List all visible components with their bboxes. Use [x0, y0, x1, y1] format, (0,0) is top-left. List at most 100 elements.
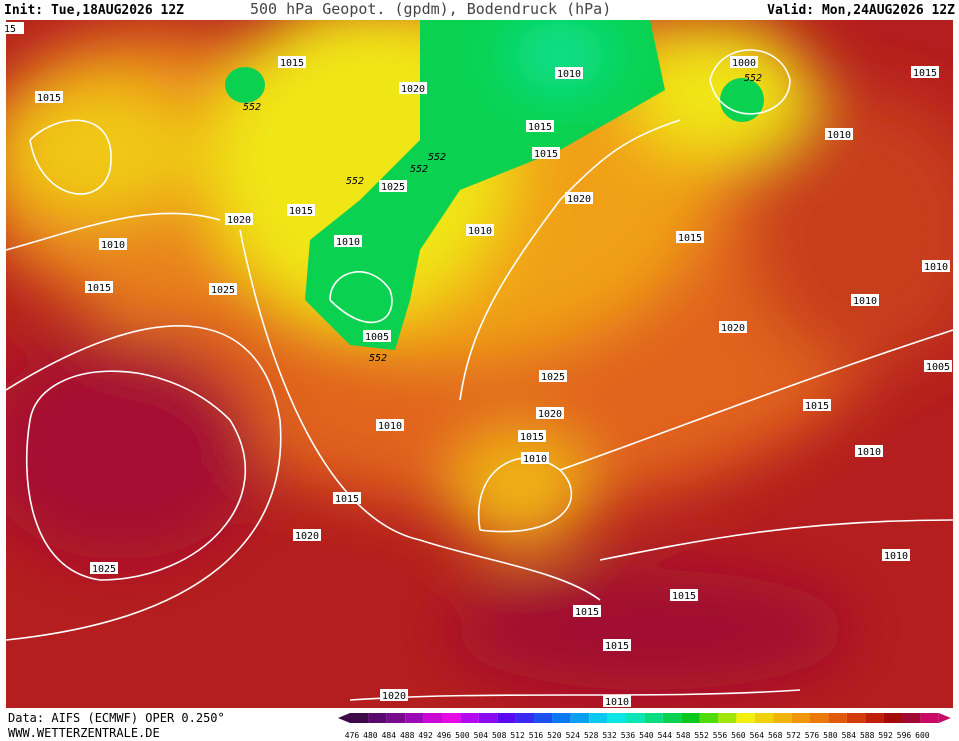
colorbar-label: 484 — [382, 731, 397, 740]
label-box — [293, 529, 321, 541]
isobar-label: 1005 — [926, 362, 950, 373]
colorbar-cell — [570, 713, 590, 723]
colorbar-label: 572 — [786, 731, 801, 740]
isobar-label: 1020 — [567, 194, 591, 205]
colorbar-label: 592 — [878, 731, 893, 740]
colorbar-cell — [681, 713, 700, 723]
colorbar-label: 488 — [400, 731, 415, 740]
colorbar-cell — [920, 713, 939, 723]
isobar-label: 1015 — [534, 149, 558, 160]
label-box — [670, 589, 698, 601]
isobar-label: 1010 — [827, 130, 851, 141]
colorbar-label: 520 — [547, 731, 562, 740]
label-box — [99, 238, 127, 250]
colorbar-label: 552 — [694, 731, 709, 740]
isobar-label: 1015 — [913, 68, 937, 79]
isobar-label: 1015 — [280, 58, 304, 69]
isobar-label: 1020 — [721, 323, 745, 334]
isobar-label: 1000 — [732, 58, 756, 69]
colorbar-cell — [515, 713, 534, 723]
label-box — [333, 492, 361, 504]
label-box — [399, 82, 427, 94]
colorbar-label: 496 — [437, 731, 452, 740]
colorbar-label: 548 — [676, 731, 691, 740]
colorbar-label: 528 — [584, 731, 599, 740]
label-box — [851, 294, 879, 306]
map-title: 500 hPa Geopot. (gpdm), Bodendruck (hPa) — [250, 0, 611, 18]
label-box — [334, 235, 362, 247]
colorbar-label: 524 — [566, 731, 581, 740]
label-box — [603, 695, 631, 707]
label-box — [922, 260, 950, 272]
colorbar-cell — [607, 713, 626, 723]
colorbar-label: 576 — [805, 731, 820, 740]
isobar-label: 1020 — [295, 531, 319, 542]
colorbar-cell — [368, 713, 387, 723]
colorbar-cell — [662, 713, 682, 723]
label-box — [363, 330, 391, 342]
isobar-label: 1015 — [605, 641, 629, 652]
colorbar-cell — [699, 713, 718, 723]
isobar-label: 552 — [346, 176, 364, 187]
label-box — [573, 605, 601, 617]
colorbar-cell — [846, 713, 866, 723]
isobar-label: 1015 — [520, 432, 544, 443]
colorbar-cell — [534, 713, 553, 723]
label-box — [825, 128, 853, 140]
isobar-label: 1025 — [92, 564, 116, 575]
label-box — [278, 56, 306, 68]
isobar-label: 1015 — [678, 233, 702, 244]
colorbar-label: 568 — [768, 731, 783, 740]
colorbar-cell — [718, 713, 737, 723]
colorbar-label: 532 — [602, 731, 617, 740]
isobar-label: 1015 — [335, 494, 359, 505]
colorbar-cell — [552, 713, 571, 723]
site: WWW.WETTERZENTRALE.DE — [8, 726, 160, 740]
colorbar-label: 480 — [363, 731, 378, 740]
colorbar-arrow — [338, 713, 350, 723]
isobar-label: 1010 — [557, 69, 581, 80]
colorbar-cell — [350, 713, 369, 723]
label-box — [855, 445, 883, 457]
label-box — [35, 91, 63, 103]
colorbar-label: 500 — [455, 731, 470, 740]
isobar-label: 1015 — [87, 283, 111, 294]
colorbar-cell — [644, 713, 663, 723]
isobar-label: 1025 — [541, 372, 565, 383]
label-box — [379, 180, 407, 192]
isobar-label: 1010 — [605, 697, 629, 708]
isobar-label: 1010 — [101, 240, 125, 251]
colorbar-cell — [865, 713, 884, 723]
colorbar-cell — [902, 713, 921, 723]
label-box — [539, 370, 567, 382]
colorbar-cell — [773, 713, 792, 723]
isobar-label: 1020 — [538, 409, 562, 420]
label-box — [209, 283, 237, 295]
colorbar-cell — [442, 713, 461, 723]
colorbar-label: 536 — [621, 731, 636, 740]
label-box — [466, 224, 494, 236]
isobar-label: 1025 — [381, 182, 405, 193]
isobar-label: 1015 — [37, 93, 61, 104]
colorbar-cell — [736, 713, 755, 723]
colorbar-label: 588 — [860, 731, 875, 740]
init-time: Init: Tue,18AUG2026 12Z — [4, 3, 184, 18]
label-box — [536, 407, 564, 419]
label-box — [90, 562, 118, 574]
label-box — [225, 213, 253, 225]
isobar-label: 1015 — [805, 401, 829, 412]
colorbar-arrow — [938, 713, 951, 723]
label-box — [85, 281, 113, 293]
isobar-label: 1010 — [336, 237, 360, 248]
label-box — [924, 360, 952, 372]
isobar-label: 1010 — [884, 551, 908, 562]
colorbar-label: 544 — [658, 731, 673, 740]
isobar-label: 552 — [744, 73, 762, 84]
isobar-label: 1010 — [378, 421, 402, 432]
colorbar-cell — [478, 713, 498, 723]
colorbar-cell — [423, 713, 442, 723]
label-box — [730, 56, 758, 68]
label-box — [0, 22, 24, 34]
colorbar-label: 584 — [842, 731, 857, 740]
colorbar-label: 516 — [529, 731, 544, 740]
